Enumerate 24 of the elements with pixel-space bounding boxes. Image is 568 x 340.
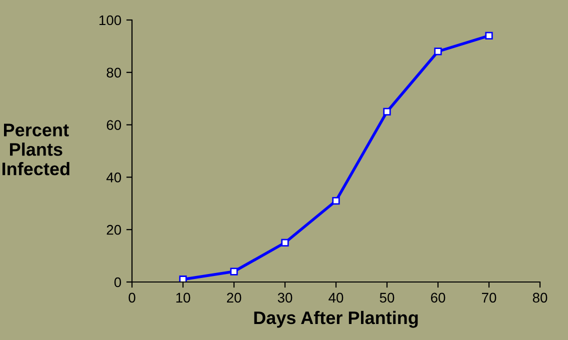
x-tick-label: 30 — [278, 292, 292, 303]
point — [434, 48, 442, 56]
x-tick-label: 60 — [430, 292, 446, 303]
x-tick-label: 20 — [226, 292, 242, 303]
y-tick-label: 60 — [106, 120, 122, 130]
point — [179, 276, 187, 282]
x-tick-label: 0 — [128, 292, 136, 303]
y-tick-label: 0 — [114, 277, 122, 288]
x-tick-label: 50 — [380, 292, 394, 303]
point — [281, 238, 289, 247]
y-tick-label: 100 — [99, 15, 122, 26]
point — [383, 108, 391, 116]
x-tick-label: 40 — [328, 292, 344, 303]
x-axis-title: Days After Planting — [254, 310, 418, 328]
x-tick-label: 80 — [532, 292, 548, 303]
point — [485, 32, 493, 40]
y-axis-title: Percent Plants Infected — [2, 124, 70, 176]
x-tick-label: 10 — [176, 292, 190, 303]
point — [230, 268, 238, 276]
point — [332, 196, 340, 205]
x-tick-label: 70 — [482, 292, 496, 303]
y-tick-label: 40 — [106, 172, 122, 182]
y-tick-label: 20 — [106, 224, 122, 235]
y-tick-label: 80 — [106, 68, 122, 78]
